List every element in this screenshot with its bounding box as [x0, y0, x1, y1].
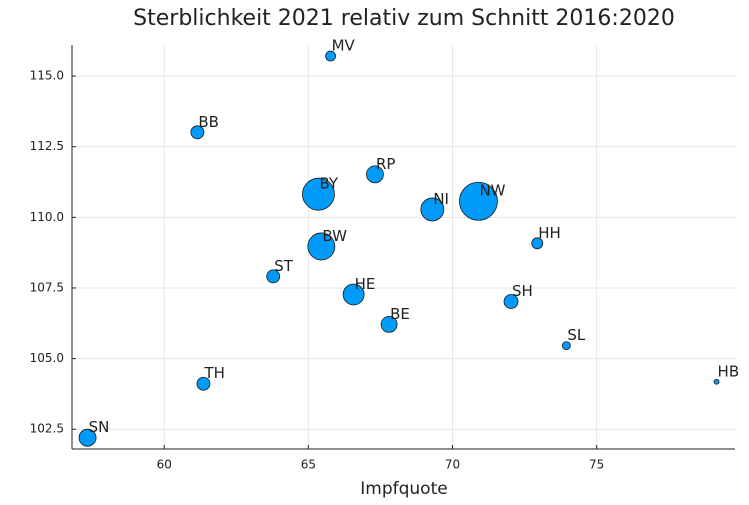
x-tick-label: 60 — [157, 458, 172, 472]
y-tick-label: 105.0 — [30, 351, 64, 365]
bubble — [190, 125, 205, 140]
y-tick-label: 112.5 — [30, 139, 64, 153]
bubble — [342, 283, 365, 306]
bubble — [307, 232, 336, 261]
point-label: NI — [433, 190, 449, 208]
bubble — [503, 294, 519, 309]
y-tick-label: 102.5 — [30, 422, 64, 436]
point-label: RP — [376, 155, 395, 173]
point-label: HH — [538, 224, 561, 242]
point-label: BB — [198, 113, 219, 131]
bubble — [366, 165, 384, 184]
chart-title: Sterblichkeit 2021 relativ zum Schnitt 2… — [133, 6, 675, 31]
point-label: TH — [203, 364, 224, 382]
x-tick-label: 70 — [445, 458, 460, 472]
bubble — [78, 428, 97, 447]
point-label: HE — [355, 275, 376, 293]
point-label: BY — [319, 175, 338, 193]
x-tick-label: 65 — [301, 458, 316, 472]
point-label: MV — [332, 37, 356, 55]
bubble — [459, 181, 498, 221]
bubble — [713, 378, 720, 385]
bubble — [266, 269, 281, 284]
point-label: SN — [89, 418, 110, 436]
x-axis-label: Impfquote — [360, 479, 447, 499]
point-label: ST — [274, 257, 294, 275]
point-label: SL — [567, 326, 586, 344]
point-label: SH — [512, 282, 533, 300]
bubble — [380, 316, 398, 333]
bubble — [325, 50, 336, 62]
x-tick-label: 75 — [589, 458, 604, 472]
bubble — [302, 177, 335, 211]
bubble — [196, 376, 211, 391]
point-label: NW — [479, 182, 505, 200]
y-tick-label: 110.0 — [30, 210, 64, 224]
bubble — [531, 237, 544, 250]
bubble — [420, 197, 445, 222]
y-tick-label: 115.0 — [30, 69, 64, 83]
point-label: HB — [718, 362, 740, 380]
bubble — [561, 341, 571, 350]
point-label: BE — [390, 305, 410, 323]
y-tick-label: 107.5 — [30, 280, 64, 294]
point-label: BW — [322, 227, 347, 245]
